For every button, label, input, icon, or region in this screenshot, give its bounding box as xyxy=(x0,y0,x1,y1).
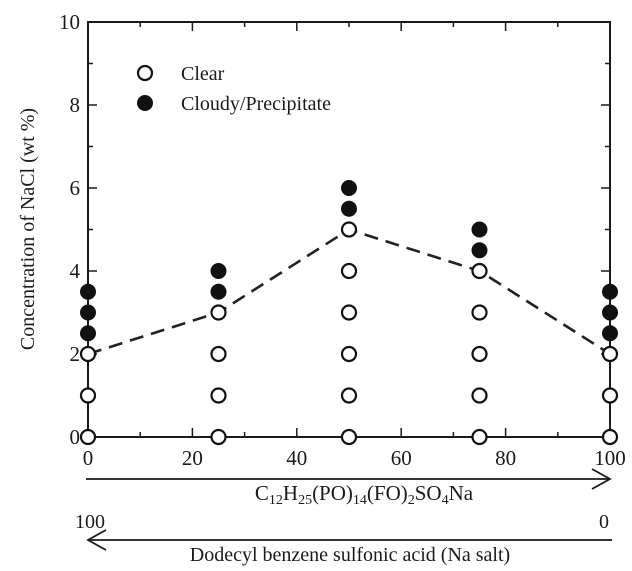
legend-marker-clear xyxy=(136,64,154,82)
y-tick-label: 8 xyxy=(70,93,81,117)
data-point-cloudy xyxy=(602,325,618,342)
forward-arrowhead xyxy=(591,468,612,490)
data-point-clear xyxy=(340,387,358,404)
formula-part: C xyxy=(255,481,269,505)
y-tick-label: 0 xyxy=(70,425,81,449)
legend: Clear Cloudy/Precipitate xyxy=(136,63,331,115)
data-point-clear xyxy=(601,428,619,446)
x-tick-label: 0 xyxy=(83,446,94,470)
y-tick-label: 10 xyxy=(59,10,80,34)
data-point-clear xyxy=(471,262,488,280)
data-point-clear xyxy=(601,345,619,363)
data-point-clear xyxy=(210,428,227,446)
phase-boundary-line xyxy=(87,228,611,356)
data-point-clear xyxy=(210,304,227,321)
y-tick-label: 2 xyxy=(70,342,81,366)
legend-label-clear: Clear xyxy=(181,63,225,85)
x-tick-label: 20 xyxy=(182,446,203,470)
data-point-cloudy xyxy=(341,180,357,196)
reverse-axis-end-label: 0 xyxy=(599,511,609,533)
data-point-clear xyxy=(340,262,358,280)
data-point-cloudy xyxy=(210,283,227,300)
data-point-clear xyxy=(340,221,358,238)
data-point-cloudy xyxy=(471,242,488,259)
data-point-clear xyxy=(79,387,97,404)
data-point-clear xyxy=(79,428,97,446)
formula-part: Na xyxy=(449,481,474,505)
formula-part: (PO) xyxy=(312,481,353,505)
data-point-clear xyxy=(79,345,97,363)
data-point-cloudy xyxy=(341,200,357,217)
data-point-clear xyxy=(210,345,227,363)
x-tick-label: 100 xyxy=(594,446,626,470)
data-point-clear xyxy=(471,387,488,404)
reverse-axis-start-label: 100 xyxy=(75,511,105,533)
formula-subscript: 14 xyxy=(353,493,367,508)
formula-subscript: 25 xyxy=(298,493,312,508)
forward-composition-axis: C12H25(PO)14(FO)2SO4Na xyxy=(86,468,612,508)
reverse-arrowhead xyxy=(86,529,107,551)
legend-label-cloudy: Cloudy/Precipitate xyxy=(181,93,331,115)
x-tick-label: 40 xyxy=(286,446,307,470)
x-tick-label: 80 xyxy=(495,446,516,470)
data-point-clear xyxy=(340,304,358,321)
data-point-cloudy xyxy=(602,304,618,321)
data-point-clear xyxy=(471,304,488,321)
formula-part: SO xyxy=(415,481,442,505)
formula-part: (FO) xyxy=(367,481,408,505)
legend-marker-cloudy xyxy=(137,95,153,111)
data-point-cloudy xyxy=(210,263,227,279)
data-point-clear xyxy=(340,428,358,446)
y-tick-label: 4 xyxy=(70,259,81,283)
data-point-cloudy xyxy=(471,221,488,238)
reverse-composition-axis: 100 0 Dodecyl benzene sulfonic acid (Na … xyxy=(75,511,612,566)
formula-subscript: 4 xyxy=(442,493,449,508)
y-axis-label: Concentration of NaCl (wt %) xyxy=(17,108,39,350)
data-point-clear xyxy=(471,428,488,446)
data-point-cloudy xyxy=(80,304,96,321)
forward-axis-formula: C12H25(PO)14(FO)2SO4Na xyxy=(255,481,474,508)
data-point-clear xyxy=(601,387,619,404)
data-point-cloudy xyxy=(602,283,618,300)
data-point-clear xyxy=(210,387,227,404)
reverse-axis-caption: Dodecyl benzene sulfonic acid (Na salt) xyxy=(190,544,510,566)
data-point-clear xyxy=(471,345,488,363)
formula-subscript: 12 xyxy=(269,493,283,508)
y-tick-label: 6 xyxy=(70,176,81,200)
data-point-cloudy xyxy=(80,325,96,342)
plot-area: 0 20 40 60 80 100 0 2 4 6 8 10 xyxy=(59,10,626,470)
data-point-clear xyxy=(340,345,358,363)
data-point-cloudy xyxy=(80,283,96,300)
formula-part: H xyxy=(283,481,298,505)
formula-subscript: 2 xyxy=(408,493,415,508)
x-tick-label: 60 xyxy=(391,446,412,470)
